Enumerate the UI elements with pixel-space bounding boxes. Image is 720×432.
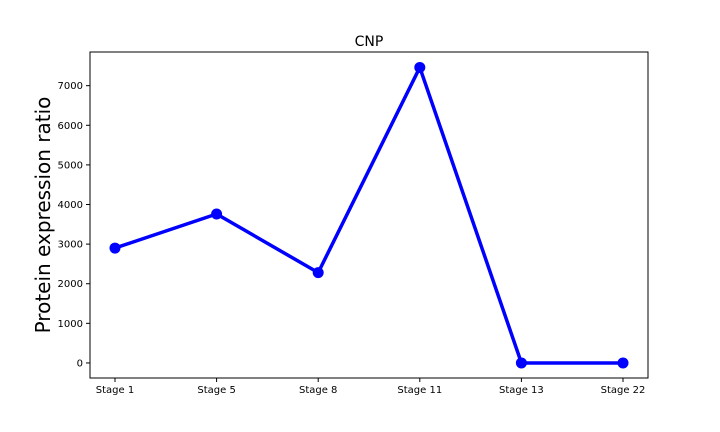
y-tick-label: 1000 [58,319,83,330]
data-point [414,61,426,73]
series-line [113,65,625,365]
y-tick-label: 7000 [58,81,83,92]
y-tick-label: 6000 [58,121,83,132]
x-tick-label: Stage 5 [197,385,235,396]
x-tick-label: Stage 11 [397,385,442,396]
data-point [617,357,629,369]
plot-frame [89,51,649,379]
chart-title: CNP [355,34,384,50]
y-axis-ticks: 0 1000 2000 3000 4000 5000 6000 7000 [58,81,90,369]
data-point [515,357,527,369]
data-point [109,242,121,254]
y-tick-label: 2000 [58,279,83,290]
x-tick-label: Stage 1 [96,385,134,396]
series-layer [109,61,629,369]
x-axis-ticks: Stage 1 Stage 5 Stage 8 Stage 11 Stage 13 Sta… [96,378,646,396]
y-tick-label: 3000 [58,240,83,251]
data-point [312,267,324,279]
y-tick-label: 5000 [58,160,83,171]
y-tick-label: 0 [77,358,83,369]
y-tick-label: 4000 [58,200,83,211]
data-point [211,208,223,220]
y-axis-label: Protein expression ratio [31,97,55,334]
x-tick-label: Stage 22 [601,385,646,396]
x-tick-label: Stage 8 [299,385,337,396]
x-tick-label: Stage 13 [499,385,544,396]
